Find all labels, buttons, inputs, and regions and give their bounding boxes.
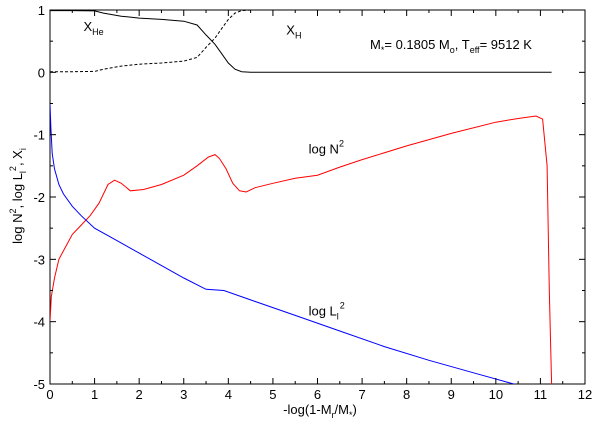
series-x-he (50, 10, 552, 73)
series-log-n-2 (50, 115, 553, 384)
x-tick-label: 3 (180, 387, 187, 402)
y-tick-label: -2 (33, 190, 45, 205)
curve-label: log N2 (309, 138, 344, 156)
x-tick-label: 10 (489, 387, 503, 402)
curve-label: XHe (83, 19, 103, 37)
x-tick-label: 8 (403, 387, 410, 402)
annotation-text: M*= 0.1805 Mo, Teff= 9512 K (370, 37, 532, 55)
curve-label: XH (286, 22, 301, 40)
y-tick-label: -5 (33, 377, 45, 392)
x-tick-label: 5 (269, 387, 276, 402)
x-axis-title: -log(1-Mr/M*) (283, 402, 357, 420)
curve-label: log Ll2 (309, 300, 345, 321)
y-axis-title: log N2, log Ll2, Xi (8, 148, 28, 244)
plot-area (49, 9, 586, 385)
y-tick-label: 1 (38, 3, 45, 18)
x-tick-label: 0 (46, 387, 53, 402)
x-tick-label: 11 (534, 387, 548, 402)
series-x-h (50, 10, 552, 73)
y-tick-label: 0 (38, 65, 45, 80)
series-log-l-l-2 (50, 103, 516, 384)
x-tick-label: 1 (91, 387, 98, 402)
y-tick-label: -3 (33, 252, 45, 267)
curves (50, 10, 553, 384)
y-tick-label: -4 (33, 315, 45, 330)
x-tick-label: 9 (448, 387, 455, 402)
x-tick-label: 6 (314, 387, 321, 402)
curve-labels: XHe XH log N2 log Ll2 (83, 19, 344, 321)
x-tick-label: 4 (225, 387, 232, 402)
x-tick-label: 12 (578, 387, 592, 402)
x-tick-label: 7 (358, 387, 365, 402)
plot-frame (49, 9, 586, 385)
x-tick-label: 2 (136, 387, 143, 402)
y-tick-label: -1 (33, 128, 45, 143)
